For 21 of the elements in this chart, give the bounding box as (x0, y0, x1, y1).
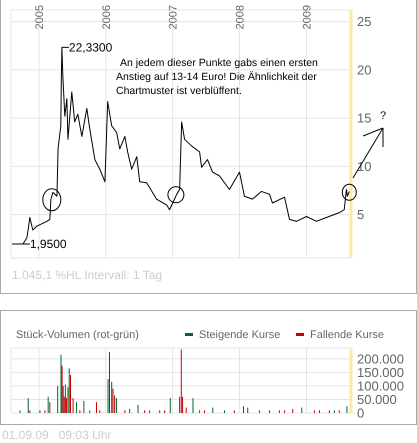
y-tick-label: 5 (357, 207, 364, 222)
y-tick-label: 20 (357, 62, 372, 78)
y-tick-label: 200.000 (357, 351, 404, 366)
legend-label: Steigende Kurse (199, 329, 280, 341)
text: ? (380, 110, 386, 122)
y-tick-label: 50.000 (357, 392, 397, 408)
x-tick-label: 2006 (100, 5, 113, 30)
legend-label: Fallende Kurse (310, 329, 384, 341)
x-tick-label: 2009 (302, 5, 314, 30)
x-tick-label: 2007 (168, 5, 180, 30)
chart-title: Stück-Volumen (rot-grün) (16, 329, 139, 341)
y-tick-label: 0 (357, 406, 364, 421)
x-tick-label: 2008 (234, 5, 246, 30)
annotation: An jedem dieser Punkte gabs einen ersten Anstieg auf 13-14 Euro! Die Ähnlichkeit der Chartmuster ist verblüffent. (116, 57, 318, 97)
x-tick-label: 2005 (34, 5, 46, 30)
annotation: 1,9500 (30, 237, 67, 252)
y-tick-label: 25 (357, 14, 372, 30)
y-tick-label: 15 (357, 110, 372, 126)
annotation: 22,3300 (68, 40, 113, 55)
y-tick-label: 150.000 (357, 364, 404, 380)
y-tick-label: 100.000 (357, 378, 404, 394)
